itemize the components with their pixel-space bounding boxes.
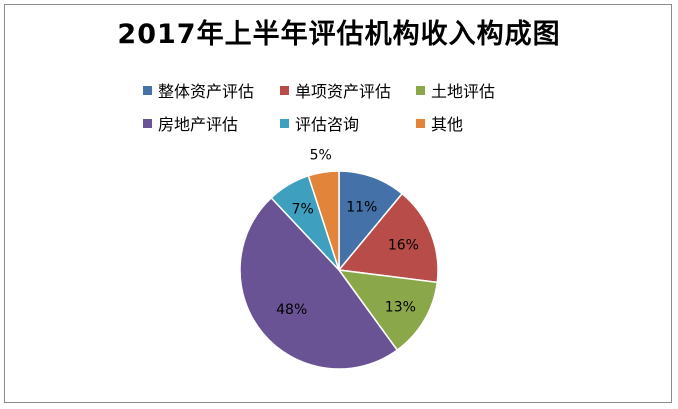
pie-slice-3 bbox=[239, 196, 399, 370]
slice-label-5: 5% bbox=[310, 148, 332, 164]
pie-slice-2 bbox=[337, 269, 439, 352]
pie-slice-0 bbox=[338, 170, 404, 273]
legend-swatch-2 bbox=[416, 85, 425, 95]
legend-item-4: 评估咨询 bbox=[280, 111, 359, 135]
legend-item-5: 其他 bbox=[416, 111, 463, 135]
legend-item-2: 土地评估 bbox=[416, 78, 495, 102]
legend-swatch-3 bbox=[143, 118, 152, 128]
chart-title: 2017年上半年评估机构收入构成图 bbox=[117, 19, 561, 50]
legend-label-3: 房地产评估 bbox=[158, 115, 239, 134]
legend-swatch-5 bbox=[416, 118, 425, 128]
slice-label-0: 11% bbox=[346, 200, 377, 216]
legend-item-0: 整体资产评估 bbox=[143, 78, 254, 102]
legend-swatch-1 bbox=[280, 85, 289, 95]
legend-label-2: 土地评估 bbox=[431, 82, 496, 101]
slice-label-3: 48% bbox=[276, 302, 307, 318]
slice-label-4: 7% bbox=[292, 202, 314, 218]
legend-label-0: 整体资产评估 bbox=[158, 82, 255, 101]
legend-swatch-0 bbox=[143, 85, 152, 95]
legend-label-4: 评估咨询 bbox=[295, 115, 360, 134]
pie-slice-1 bbox=[337, 192, 439, 284]
pie-slice-5 bbox=[307, 170, 340, 271]
legend-label-5: 其他 bbox=[431, 115, 464, 134]
slice-label-1: 16% bbox=[388, 237, 419, 253]
legend-swatch-4 bbox=[280, 118, 289, 128]
legend-item-1: 单项资产评估 bbox=[280, 78, 391, 102]
legend-label-1: 单项资产评估 bbox=[295, 82, 392, 101]
legend-item-3: 房地产评估 bbox=[143, 111, 238, 135]
slice-label-2: 13% bbox=[385, 299, 416, 315]
